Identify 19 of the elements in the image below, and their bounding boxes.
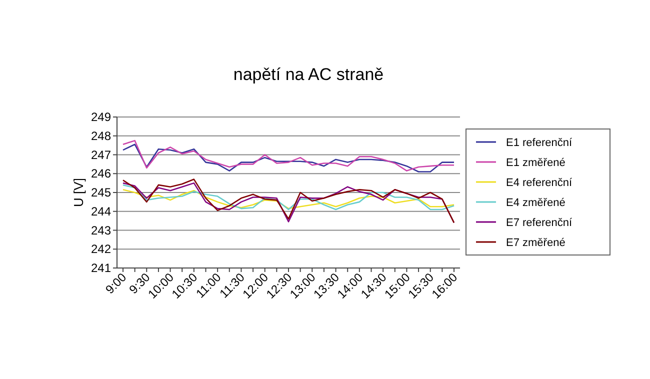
legend-label: E7 referenční [506,217,573,229]
legend-label: E7 změřené [506,237,566,249]
line-series [122,189,455,210]
y-tick-label: 247 [90,148,112,162]
legend-label: E4 změřené [506,197,566,209]
y-tick-label: 246 [90,166,112,181]
legend-label: E4 referenční [506,177,573,189]
chart-title: napětí na AC straně [233,65,384,84]
legend-label: E1 referenční [506,137,573,149]
y-tick-label: 241 [90,261,112,275]
y-axis-title: U [V] [71,178,86,207]
y-tick-label: 249 [90,110,112,124]
y-tick-label: 244 [90,204,112,218]
y-tick-label: 243 [90,223,112,238]
line-series [122,184,455,210]
y-tick-label: 245 [90,186,112,200]
legend-label: E1 změřené [506,157,566,169]
y-tick-label: 248 [90,128,112,143]
y-tick-label: 242 [90,242,112,256]
